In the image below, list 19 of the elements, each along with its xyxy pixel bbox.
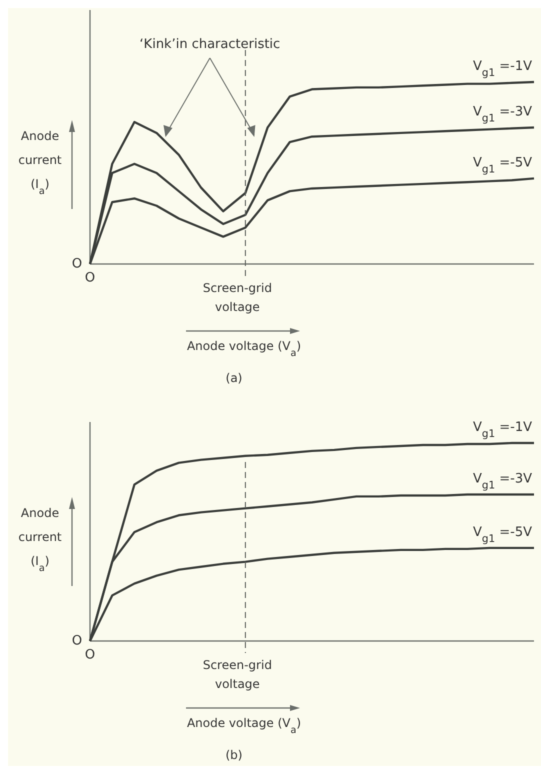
text: O xyxy=(72,256,82,272)
y-axis-title: Anode current (I$_{a}$) xyxy=(18,506,62,574)
text: ‘Kink’in characteristic xyxy=(140,37,280,52)
text: O xyxy=(84,648,96,663)
series-label: V$_{g1}$ =-5V xyxy=(472,524,532,545)
series-label: V$_{g1}$ =-3V xyxy=(472,104,532,124)
series-label: V$_{g1}$ =-3V xyxy=(472,471,532,492)
series-label: V$_{g1}$ =-1V xyxy=(472,59,532,79)
y-axis-title: Anode current (I$_{a}$) xyxy=(18,129,62,196)
text: Screen-grid voltage xyxy=(202,658,272,691)
x-axis-title: Anode voltage (V$_{a}$) xyxy=(186,339,302,358)
series-label: V$_{g1}$ =-1V xyxy=(472,420,532,440)
x-axis-title: Anode voltage (V$_{a}$) xyxy=(186,716,302,736)
text: (b) xyxy=(226,748,242,762)
text: (a) xyxy=(226,371,242,385)
text: O xyxy=(84,270,96,286)
series-label: V$_{g1}$ =-5V xyxy=(472,155,532,176)
text: Screen-grid voltage xyxy=(202,281,272,314)
text: O xyxy=(72,634,82,649)
